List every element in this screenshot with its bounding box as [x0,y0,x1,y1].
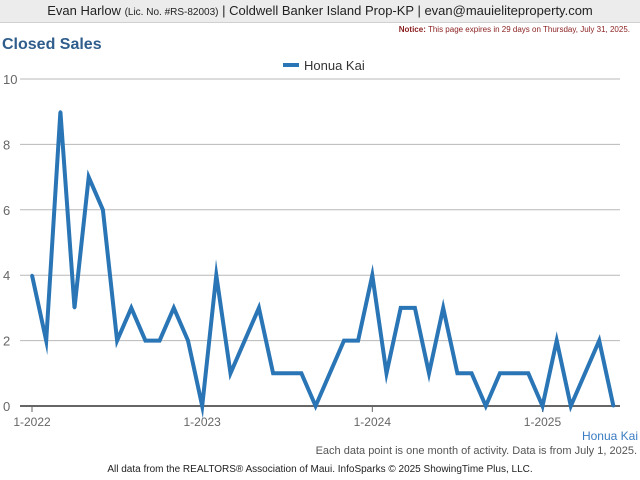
y-tick-label: 10 [3,72,17,87]
data-point [214,273,218,277]
data-point [101,208,105,212]
x-tick-label: 1-2024 [354,415,392,429]
data-point [271,371,275,375]
data-point [413,306,417,310]
data-point [569,404,573,408]
data-point [370,273,374,277]
data-point [356,339,360,343]
notice-text: This page expires in 29 days on Thursday… [427,25,630,34]
series-line-honua-kai [30,111,616,419]
data-point [172,306,176,310]
data-point [200,404,204,408]
y-tick-label: 4 [3,268,10,283]
data-point [58,110,62,114]
expiry-notice: Notice: This page expires in 29 days on … [399,25,630,34]
agent-name: Evan Harlow [47,3,121,18]
data-point [73,306,77,310]
legend-label: Honua Kai [304,58,365,73]
data-point [484,404,488,408]
x-tick-label: 1-2025 [524,415,562,429]
data-point [87,175,91,179]
data-point [328,371,332,375]
data-point [143,339,147,343]
data-point [44,339,48,343]
data-point [611,404,615,408]
data-point [299,371,303,375]
data-point [342,339,346,343]
data-point [399,306,403,310]
data-point [243,339,247,343]
data-point [186,339,190,343]
data-point [385,371,388,375]
data-point [526,371,530,375]
data-footnote: Each data point is one month of activity… [315,445,637,457]
series-end-label: Honua Kai [582,429,638,442]
data-point [129,306,133,310]
data-point [512,371,516,375]
data-point [470,371,474,375]
notice-label: Notice: [398,25,426,34]
data-point [597,339,601,343]
data-point [285,371,289,375]
y-tick-label: 0 [3,399,10,414]
data-point [583,371,587,375]
data-point [158,339,162,343]
page-title: Closed Sales [2,36,102,53]
data-point [441,306,445,310]
x-tick-label: 1-2023 [183,415,221,429]
y-tick-label: 6 [3,203,10,218]
x-tick-label: 1-2022 [13,415,51,429]
data-point [314,404,318,408]
closed-sales-chart: 0 2 4 6 8 10 1-2022 1-2023 1-2024 1-2025 Honua Kai… [3,58,638,442]
data-point [555,339,559,343]
data-point [540,404,544,408]
data-point [229,371,233,375]
data-point [257,306,261,310]
y-tick-label: 8 [3,137,10,152]
agent-header: Evan Harlow (Lic. No. #RS-82003) | Coldw… [0,0,640,23]
data-point [427,371,431,375]
data-point [455,371,459,375]
data-point [115,339,119,343]
data-point [498,371,502,375]
y-tick-label: 2 [3,334,10,349]
license-number: (Lic. No. #RS-82003) [124,7,219,18]
data-credit: All data from the REALTORS® Association … [107,464,533,475]
data-point [30,273,34,277]
company-email: | Coldwell Banker Island Prop-KP | evan@… [222,3,593,18]
